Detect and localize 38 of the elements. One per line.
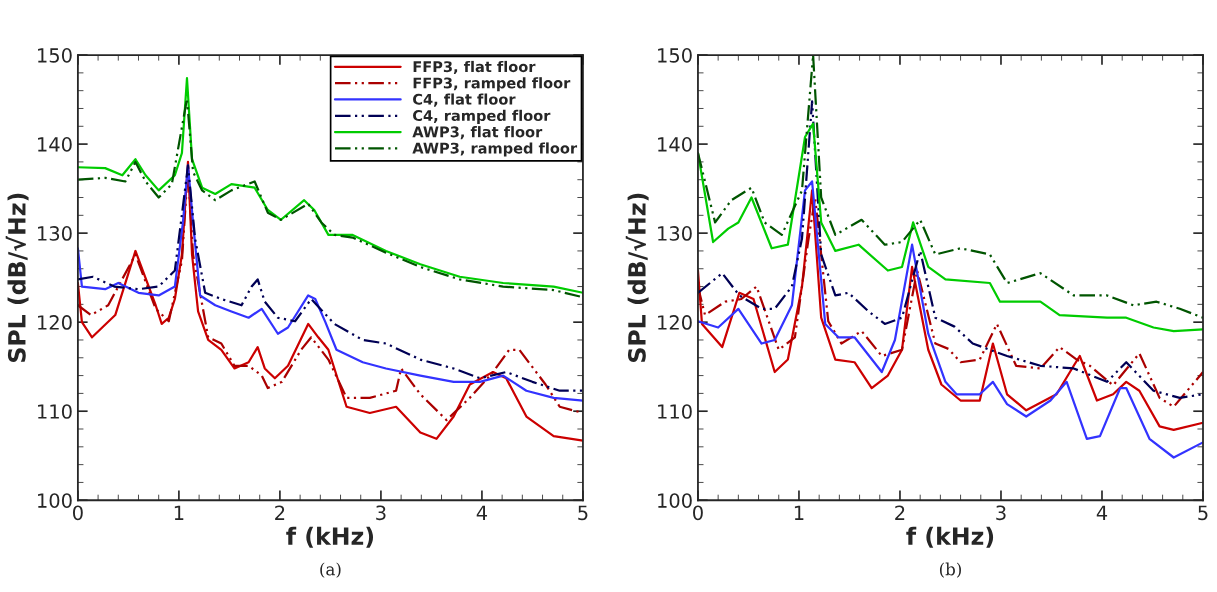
x-tick-label: 5 xyxy=(1198,505,1208,521)
y-tick-label: 130 xyxy=(38,226,72,241)
x-tick-label: 3 xyxy=(376,505,386,521)
x-tick-label: 2 xyxy=(895,505,905,520)
line-series xyxy=(697,122,1204,333)
y-axis-title: SPL (dB/√Hz) xyxy=(5,193,29,362)
x-axis-title: f (kHz) xyxy=(286,526,374,548)
legend-label: C4, ramped floor xyxy=(413,109,551,124)
y-tick-label: 150 xyxy=(658,48,692,63)
y-tick-label: 110 xyxy=(658,404,692,419)
x-tick-label: 0 xyxy=(693,505,703,521)
x-axis-title: f (kHz) xyxy=(906,526,994,548)
text: (b) xyxy=(939,562,961,578)
y-tick-label: 100 xyxy=(658,493,692,508)
y-tick-label: 130 xyxy=(658,226,692,241)
y-axis-title: SPL (dB/√Hz) xyxy=(625,193,649,362)
legend-label: C4, flat floor xyxy=(413,93,516,107)
y-tick-label: 140 xyxy=(38,137,72,152)
y-tick-label: 120 xyxy=(658,315,692,330)
legend-label: FFP3, flat floor xyxy=(413,60,536,75)
x-tick-label: 3 xyxy=(996,505,1006,521)
y-tick-label: 110 xyxy=(38,404,72,419)
x-tick-label: 4 xyxy=(1096,505,1108,520)
y-tick-label: 120 xyxy=(38,315,72,330)
x-tick-label: 0 xyxy=(72,505,83,521)
y-tick-label: 100 xyxy=(38,493,72,508)
x-tick-label: 5 xyxy=(578,505,588,521)
legend-label: AWP3, flat floor xyxy=(412,126,543,140)
line-series xyxy=(697,100,1204,399)
legend-label: AWP3, ramped floor xyxy=(412,142,578,157)
y-tick-label: 140 xyxy=(658,137,692,152)
legend-label: FFP3, ramped floor xyxy=(413,77,571,92)
y-tick-label: 150 xyxy=(38,48,72,63)
x-tick-label: 4 xyxy=(476,505,488,520)
x-tick-label: 1 xyxy=(794,505,804,520)
x-tick-label: 1 xyxy=(174,505,184,520)
text: (a) xyxy=(320,562,341,578)
x-tick-label: 2 xyxy=(275,505,285,520)
